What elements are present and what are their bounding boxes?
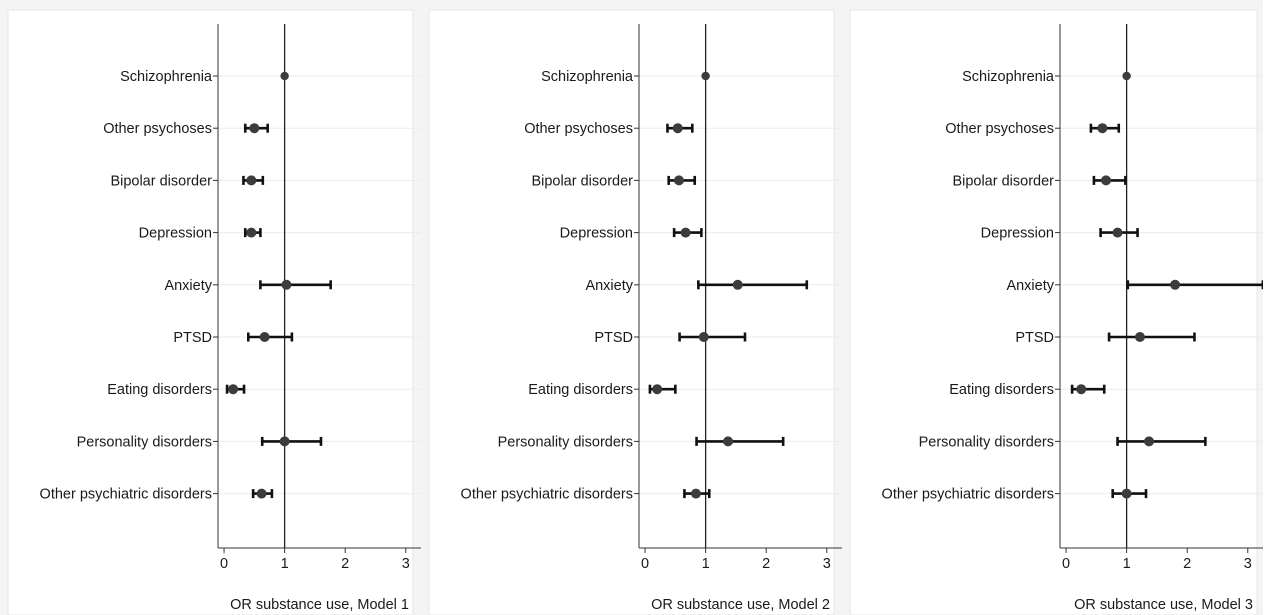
point-estimate-m2 — [652, 384, 663, 395]
category-label-m2: Personality disorders — [498, 434, 633, 450]
point-estimate-m2 — [690, 488, 701, 499]
category-label-m2: Bipolar disorder — [531, 173, 633, 189]
category-label-m1: Depression — [139, 226, 212, 242]
point-estimate-m2 — [732, 279, 743, 290]
category-label-m2: Depression — [560, 226, 633, 242]
panel-model-2: 0 1 2 3 Schizophrenia Other psychoses Bipolar … — [421, 0, 842, 615]
category-label-m1: Bipolar disorder — [110, 173, 212, 189]
category-label-m1: PTSD — [173, 330, 212, 346]
category-label-m3: Eating disorders — [949, 382, 1054, 398]
x-tick-label-m2: 2 — [762, 556, 770, 572]
category-label-m3: Bipolar disorder — [952, 173, 1054, 189]
category-label-m3: PTSD — [1015, 330, 1054, 346]
x-tick-label-m3: 3 — [1244, 556, 1252, 572]
point-estimate-m1 — [281, 279, 292, 290]
category-label-m3: Depression — [981, 226, 1054, 242]
forest-plot-model-2: 0 1 2 3 Schizophrenia Other psychoses Bipolar … — [421, 0, 842, 615]
category-label-m1: Personality disorders — [77, 434, 212, 450]
category-label-m1: Schizophrenia — [120, 69, 213, 85]
x-tick-label-m3: 0 — [1062, 556, 1070, 572]
category-label-m3: Anxiety — [1006, 278, 1054, 294]
x-tick-label-m2: 0 — [641, 556, 649, 572]
x-tick-label-m2: 3 — [823, 556, 831, 572]
category-label-m3: Other psychoses — [945, 121, 1054, 137]
point-estimate-m1 — [280, 71, 289, 81]
point-estimate-m3 — [1101, 175, 1112, 186]
point-estimate-m1 — [256, 488, 267, 499]
category-label-m3: Other psychiatric disorders — [882, 487, 1054, 503]
point-estimate-m2 — [680, 227, 691, 238]
point-estimate-m3 — [1134, 332, 1145, 342]
category-label-m2: Other psychoses — [524, 121, 633, 137]
point-estimate-m1 — [246, 175, 257, 186]
point-estimate-m1 — [246, 227, 257, 238]
x-axis-title-m3: OR substance use, Model 3 — [1074, 597, 1253, 613]
x-tick-label-m2: 1 — [702, 556, 710, 572]
x-axis-title-m1: OR substance use, Model 1 — [230, 597, 409, 613]
point-estimate-m1 — [249, 123, 260, 134]
category-label-m2: Eating disorders — [528, 382, 633, 398]
category-label-m2: Anxiety — [585, 278, 633, 294]
point-estimate-m1 — [228, 384, 239, 395]
point-estimate-m3 — [1121, 488, 1132, 499]
panel-frame-m2 — [428, 9, 835, 615]
point-estimate-m2 — [698, 332, 709, 342]
point-estimate-m2 — [723, 436, 734, 447]
point-estimate-m3 — [1112, 227, 1123, 238]
panel-model-1: 0 1 2 3 Schizophrenia Other psychoses Bipolar … — [0, 0, 421, 615]
x-tick-label-m3: 2 — [1183, 556, 1191, 572]
point-estimate-m1 — [259, 332, 270, 342]
point-estimate-m3 — [1122, 71, 1131, 81]
forest-plot-model-3: 0 1 2 3 Schizophrenia Other psychoses Bipolar … — [842, 0, 1263, 615]
x-tick-label-m3: 1 — [1123, 556, 1131, 572]
x-tick-label-m1: 2 — [341, 556, 349, 572]
point-estimate-m2 — [672, 123, 683, 134]
point-estimate-m2 — [673, 175, 684, 186]
point-estimate-m3 — [1170, 279, 1181, 290]
point-estimate-m2 — [701, 71, 710, 81]
category-label-m2: PTSD — [594, 330, 633, 346]
category-label-m1: Eating disorders — [107, 382, 212, 398]
forest-plot-model-1: 0 1 2 3 Schizophrenia Other psychoses Bipolar … — [0, 0, 421, 615]
x-tick-label-m1: 0 — [220, 556, 228, 572]
x-axis-title-m2: OR substance use, Model 2 — [651, 597, 830, 613]
category-label-m1: Other psychoses — [103, 121, 212, 137]
point-estimate-m3 — [1144, 436, 1155, 447]
panel-frame-m1 — [7, 9, 414, 615]
point-estimate-m3 — [1097, 123, 1108, 134]
x-tick-label-m1: 1 — [281, 556, 289, 572]
category-label-m2: Other psychiatric disorders — [461, 487, 633, 503]
panel-frame-m3 — [849, 9, 1258, 615]
panel-model-3: 0 1 2 3 Schizophrenia Other psychoses Bipolar … — [842, 0, 1263, 615]
category-label-m2: Schizophrenia — [541, 69, 634, 85]
category-label-m1: Other psychiatric disorders — [40, 487, 212, 503]
category-label-m3: Personality disorders — [919, 434, 1054, 450]
category-label-m1: Anxiety — [164, 278, 212, 294]
point-estimate-m3 — [1076, 384, 1087, 395]
x-tick-label-m1: 3 — [402, 556, 410, 572]
point-estimate-m1 — [279, 436, 290, 447]
category-label-m3: Schizophrenia — [962, 69, 1055, 85]
